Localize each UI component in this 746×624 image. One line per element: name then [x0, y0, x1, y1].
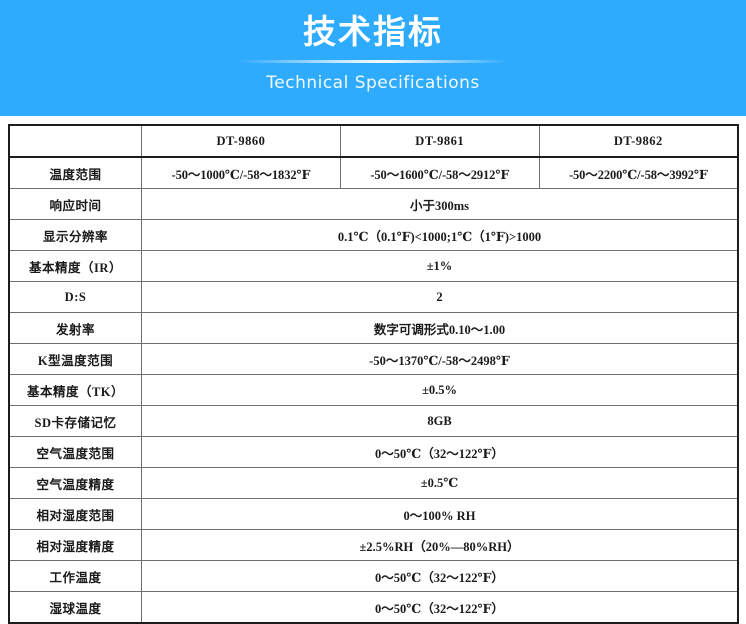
technical-specifications-table: DT-9860 DT-9861 DT-9862 温度范围 -50～1000℃/-58～1… [8, 124, 739, 624]
table-row: 相对湿度范围 0～100% RH [8, 498, 739, 530]
row-value-dt9860: -50～1000℃/-58～1832℉ [141, 156, 341, 189]
column-header-dt9862: DT-9862 [538, 124, 739, 158]
row-value-merged: 0～100% RH [141, 498, 739, 530]
table-row: 基本精度（TK） ±0.5% [8, 374, 739, 406]
page-subtitle-en: Technical Specifications [266, 73, 480, 93]
table-row: D:S 2 [8, 281, 739, 313]
row-value-dt9862: -50～2200℃/-58～3992℉ [538, 156, 739, 189]
row-label: 基本精度（IR） [8, 250, 142, 282]
row-value-dt9861: -50～1600℃/-58～2912℉ [339, 156, 540, 189]
row-value-merged: ±0.5% [141, 374, 739, 406]
row-label: SD卡存储记忆 [8, 405, 142, 437]
row-label: 空气温度精度 [8, 467, 142, 499]
row-value-merged: 8GB [141, 405, 739, 437]
table-row: 空气温度范围 0～50℃（32～122℉） [8, 436, 739, 468]
table-row: 相对湿度精度 ±2.5%RH（20%—80%RH） [8, 529, 739, 561]
row-label: 相对湿度范围 [8, 498, 142, 530]
column-header-dt9861: DT-9861 [339, 124, 540, 158]
row-label: 基本精度（TK） [8, 374, 142, 406]
row-label: 湿球温度 [8, 591, 142, 624]
table-header-row: DT-9860 DT-9861 DT-9862 [8, 124, 739, 158]
row-value-merged: ±1% [141, 250, 739, 282]
row-value-merged: ±2.5%RH（20%—80%RH） [141, 529, 739, 561]
table-row: 温度范围 -50～1000℃/-58～1832℉ -50～1600℃/-58～291… [8, 156, 739, 189]
page-header-banner: 技术指标 Technical Specifications [0, 0, 746, 116]
table-row: 发射率 数字可调形式0.10～1.00 [8, 312, 739, 344]
table-row: 显示分辨率 0.1℃（0.1℉)<1000;1℃（1℉)>1000 [8, 219, 739, 251]
row-value-merged: 2 [141, 281, 739, 313]
table-row: 空气温度精度 ±0.5℃ [8, 467, 739, 499]
row-label: 温度范围 [8, 156, 142, 189]
table-row: 基本精度（IR） ±1% [8, 250, 739, 282]
row-value-merged: 小于300ms [141, 188, 739, 220]
table-row: 响应时间 小于300ms [8, 188, 739, 220]
table-row: 湿球温度 0～50℃（32～122℉） [8, 591, 739, 624]
row-value-merged: 数字可调形式0.10～1.00 [141, 312, 739, 344]
row-value-merged: 0～50℃（32～122℉） [141, 591, 739, 624]
row-value-merged: -50～1370℃/-58～2498℉ [141, 343, 739, 375]
row-label: 相对湿度精度 [8, 529, 142, 561]
row-label: 发射率 [8, 312, 142, 344]
row-label: K型温度范围 [8, 343, 142, 375]
row-label: 响应时间 [8, 188, 142, 220]
row-value-merged: 0～50℃（32～122℉） [141, 436, 739, 468]
column-header-dt9860: DT-9860 [141, 124, 341, 158]
row-value-merged: ±0.5℃ [141, 467, 739, 499]
table-row: SD卡存储记忆 8GB [8, 405, 739, 437]
row-label: 显示分辨率 [8, 219, 142, 251]
table-corner-cell [8, 124, 142, 158]
row-label: D:S [8, 281, 142, 313]
row-value-merged: 0.1℃（0.1℉)<1000;1℃（1℉)>1000 [141, 219, 739, 251]
table-row: 工作温度 0～50℃（32～122℉） [8, 560, 739, 592]
table-row: K型温度范围 -50～1370℃/-58～2498℉ [8, 343, 739, 375]
page-title-cn: 技术指标 [303, 12, 443, 51]
title-divider-rule [238, 60, 508, 63]
row-value-merged: 0～50℃（32～122℉） [141, 560, 739, 592]
row-label: 工作温度 [8, 560, 142, 592]
spec-table-container: DT-9860 DT-9861 DT-9862 温度范围 -50～1000℃/-58～1… [0, 116, 746, 624]
row-label: 空气温度范围 [8, 436, 142, 468]
